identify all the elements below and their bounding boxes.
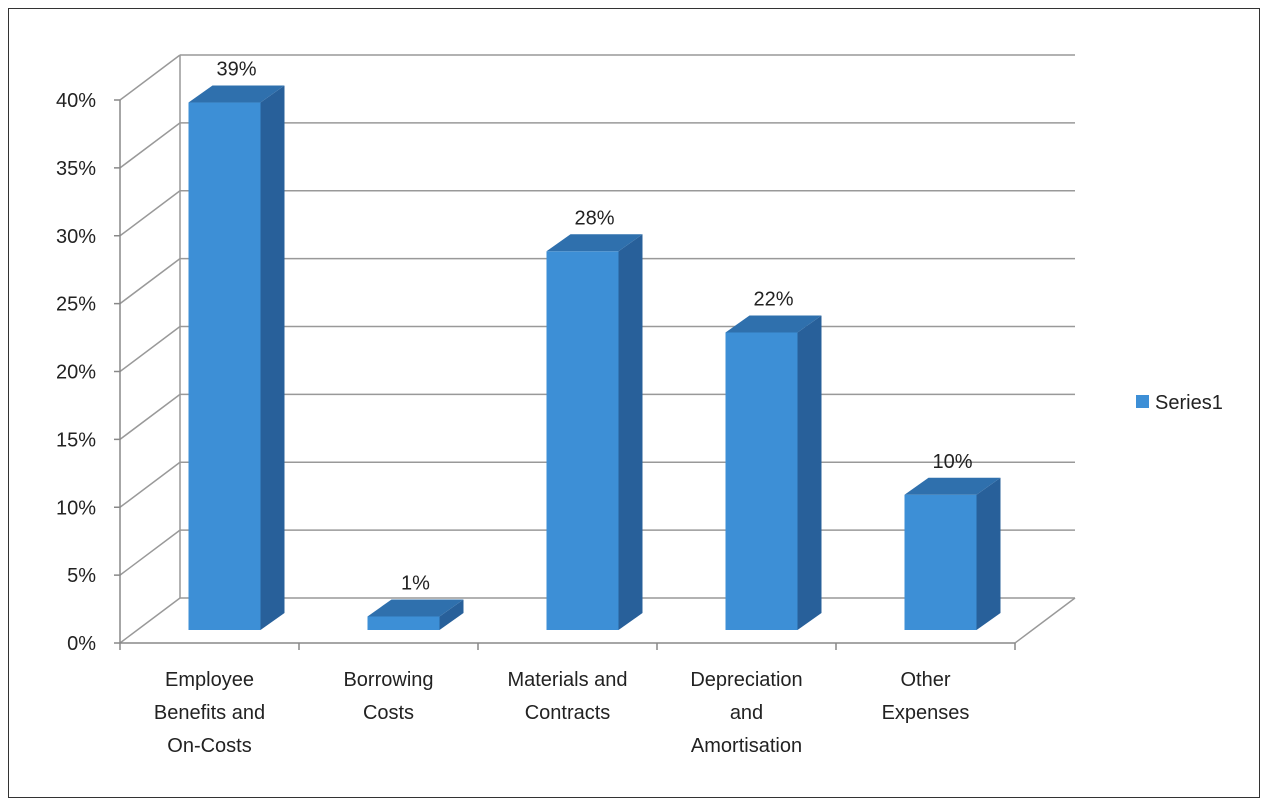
gridline-side [119, 54, 181, 101]
bar-front [904, 494, 977, 630]
y-tick-label: 20% [56, 362, 96, 384]
data-label: 39% [216, 59, 256, 81]
x-tick-label: Depreciation [690, 669, 802, 691]
x-tick-label: and [730, 702, 763, 724]
x-tick-label: Materials and [507, 669, 627, 691]
gridline-side [119, 325, 181, 373]
y-tick-label: 35% [56, 158, 96, 180]
x-tick-label: Contracts [525, 702, 611, 724]
bar-side [260, 85, 285, 630]
y-tick-label: 40% [56, 90, 96, 112]
x-tick-label: Amortisation [691, 735, 802, 757]
y-tick-label: 30% [56, 226, 96, 248]
bar-top [904, 477, 1001, 495]
bar-front [367, 616, 440, 630]
y-tick-label: 25% [56, 294, 96, 316]
legend-swatch [1136, 395, 1149, 408]
data-label: 28% [574, 207, 614, 229]
y-tick-label: 5% [67, 565, 96, 587]
legend-label: Series1 [1155, 392, 1223, 414]
bar-top [188, 85, 285, 103]
bar-front [546, 251, 619, 631]
x-tick-label: Borrowing [343, 669, 433, 691]
bar-top [546, 234, 643, 252]
bar-side [976, 477, 1001, 630]
floor-edge [1014, 597, 1076, 644]
data-label: 1% [401, 572, 430, 594]
gridline-side [119, 122, 181, 169]
x-tick-label: Other [900, 669, 950, 691]
x-tick-label: Employee [165, 669, 254, 691]
x-tick-label: Expenses [882, 702, 970, 724]
x-tick-label: Benefits and [154, 702, 265, 724]
bar-front [188, 102, 261, 630]
gridline-side [119, 529, 181, 576]
gridline-side [119, 597, 181, 644]
bar-side [618, 234, 643, 631]
y-tick-label: 15% [56, 429, 96, 451]
data-label: 22% [753, 288, 793, 310]
gridline-side [119, 393, 181, 440]
bar-top [725, 315, 822, 333]
x-tick-label: On-Costs [167, 735, 251, 757]
bar-side [797, 315, 822, 630]
bar-side [439, 599, 464, 630]
bar-top [367, 599, 464, 617]
gridline-side [119, 190, 181, 237]
x-tick-label: Costs [363, 702, 414, 724]
gridline-side [119, 258, 181, 305]
data-label: 10% [932, 451, 972, 473]
bar-front [725, 332, 798, 630]
y-tick-label: 10% [56, 497, 96, 519]
gridline-side [119, 461, 181, 508]
y-tick-label: 0% [67, 633, 96, 655]
